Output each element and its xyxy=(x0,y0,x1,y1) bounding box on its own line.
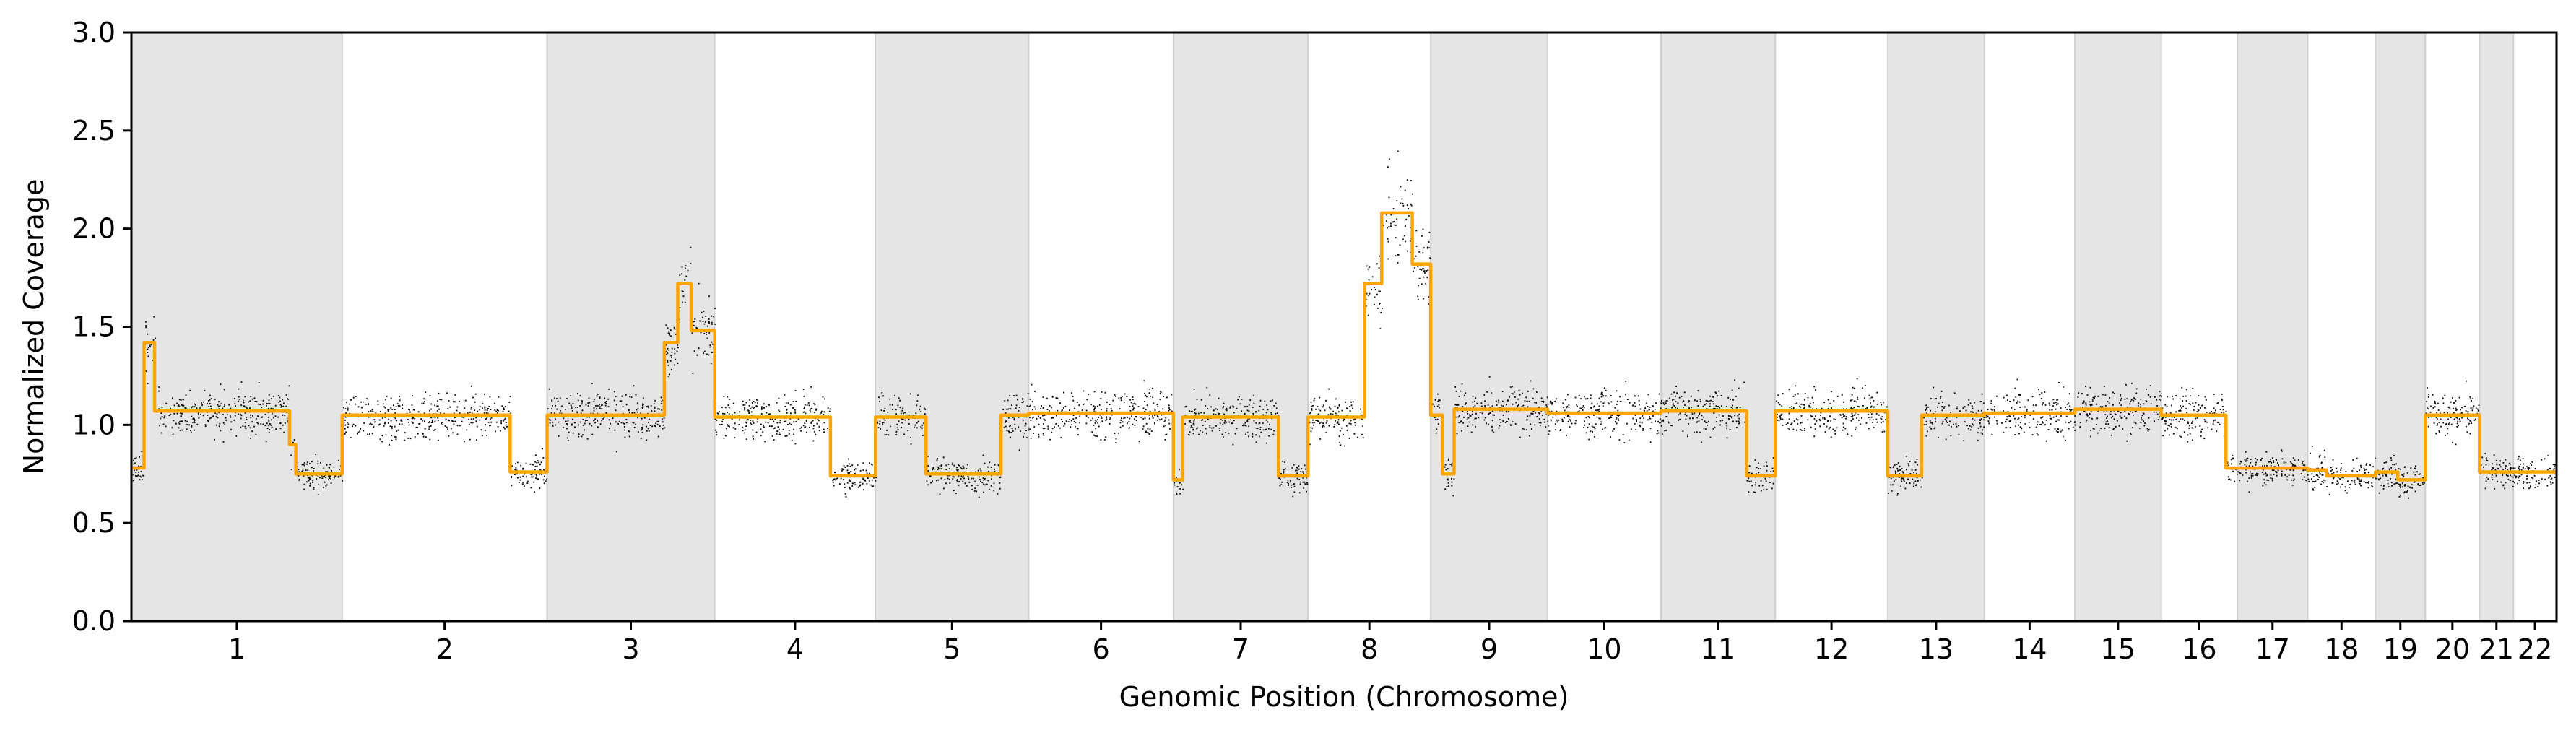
x-tick-label-17: 17 xyxy=(2255,633,2290,665)
chromosome-11-shade xyxy=(1660,32,1776,621)
y-tick-label-2: 1.0 xyxy=(72,409,116,441)
chromosome-7-shade xyxy=(1173,32,1309,621)
x-tick-label-3: 3 xyxy=(622,633,639,665)
segment-line-layer xyxy=(131,211,2557,482)
plot-frame xyxy=(130,31,2558,623)
y-tick-label-1: 0.5 xyxy=(72,507,116,539)
x-tick-label-6: 6 xyxy=(1093,633,1110,665)
chromosome-shading-layer xyxy=(131,32,2515,621)
chromosome-4-points xyxy=(714,386,877,498)
chromosome-12-points xyxy=(1776,378,1888,438)
chromosome-5-shade xyxy=(875,32,1029,621)
x-tick-label-2: 2 xyxy=(436,633,454,665)
y-axis-label: Normalized Coverage xyxy=(18,179,50,475)
chromosome-2-points xyxy=(342,385,548,493)
chromosome-17-shade xyxy=(2237,32,2308,621)
chromosome-19-shade xyxy=(2375,32,2426,621)
y-tick-label-0: 0.0 xyxy=(72,605,116,637)
chromosome-15-shade xyxy=(2075,32,2161,621)
x-tick-label-4: 4 xyxy=(786,633,804,665)
y-axis: 0.0 0.5 1.0 1.5 2.0 2.5 3.0 xyxy=(72,17,131,637)
chromosome-13-shade xyxy=(1888,32,1985,621)
chromosome-5-points xyxy=(875,392,1030,498)
chromosome-1-shade xyxy=(131,32,342,621)
y-tick-label-6: 3.0 xyxy=(72,17,116,48)
chromosome-8-points xyxy=(1309,150,1432,447)
x-tick-label-12: 12 xyxy=(1814,633,1849,665)
x-tick-label-18: 18 xyxy=(2324,633,2359,665)
x-tick-label-14: 14 xyxy=(2012,633,2047,665)
chromosome-9-shade xyxy=(1431,32,1548,621)
chromosome-21-points xyxy=(2480,453,2515,490)
x-tick-label-19: 19 xyxy=(2383,633,2418,665)
chromosome-3-shade xyxy=(547,32,715,621)
chromosome-14-points xyxy=(1984,378,2076,442)
x-tick-label-8: 8 xyxy=(1361,633,1378,665)
x-tick-label-16: 16 xyxy=(2182,633,2216,665)
chromosome-16-points xyxy=(2161,386,2239,482)
chromosome-1-points xyxy=(131,316,344,495)
x-tick-label-22: 22 xyxy=(2518,633,2552,665)
x-axis: 1 2 3 4 5 6 7 8 9 10 11 12 13 14 15 16 17 18 19 20 21 22 xyxy=(228,621,2552,665)
x-tick-label-21: 21 xyxy=(2479,633,2514,665)
chromosome-20-points xyxy=(2425,380,2481,446)
x-tick-label-15: 15 xyxy=(2101,633,2135,665)
y-tick-label-5: 2.5 xyxy=(72,115,116,147)
x-tick-label-10: 10 xyxy=(1587,633,1621,665)
y-tick-label-3: 1.5 xyxy=(72,311,116,343)
x-tick-label-20: 20 xyxy=(2435,633,2470,665)
x-tick-label-13: 13 xyxy=(1919,633,1953,665)
chromosome-11-points xyxy=(1661,379,1776,493)
x-tick-label-7: 7 xyxy=(1232,633,1249,665)
x-axis-label: Genomic Position (Chromosome) xyxy=(1119,681,1569,713)
coverage-points-layer xyxy=(131,150,2557,499)
x-tick-label-11: 11 xyxy=(1701,633,1735,665)
x-tick-label-1: 1 xyxy=(228,633,246,665)
y-tick-label-4: 2.0 xyxy=(72,213,116,245)
chromosome-21-shade xyxy=(2479,32,2514,621)
segment-line xyxy=(131,211,2557,482)
x-tick-label-5: 5 xyxy=(943,633,960,665)
x-tick-label-9: 9 xyxy=(1480,633,1498,665)
